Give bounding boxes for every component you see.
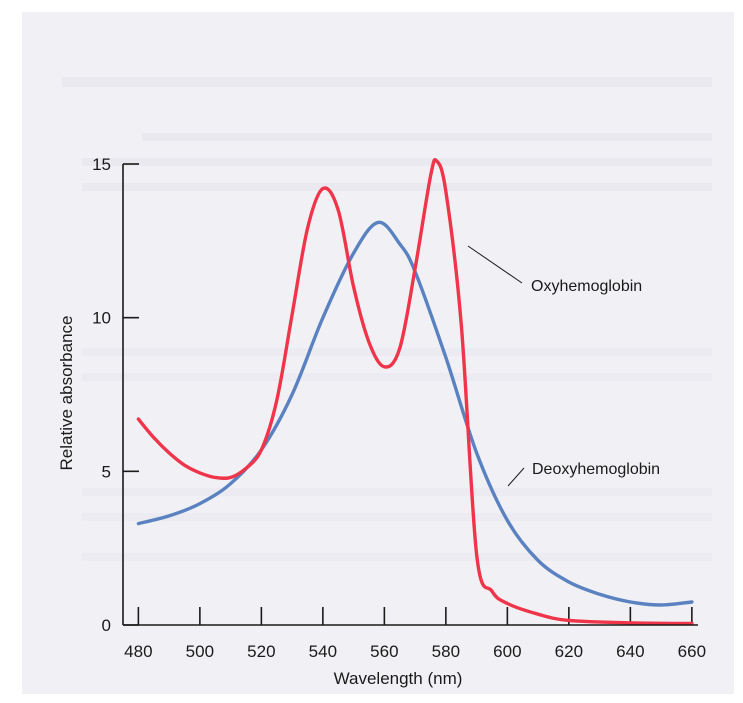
y-axis-title: Relative absorbance: [57, 316, 76, 471]
x-tick-label: 600: [493, 642, 521, 661]
oxyhemoglobin-label: Oxyhemoglobin: [531, 278, 642, 295]
x-tick-label: 640: [616, 642, 644, 661]
oxyhemoglobin-leader-line: [467, 245, 523, 284]
x-tick-label: 540: [309, 642, 337, 661]
x-tick-label: 480: [124, 642, 152, 661]
x-axis-title: Wavelength (nm): [334, 669, 463, 688]
deoxyhemoglobin-leader-line: [507, 467, 525, 487]
x-tick-label: 620: [555, 642, 583, 661]
paper-background: [22, 12, 734, 694]
x-tick-label: 560: [370, 642, 398, 661]
x-tick-label: 660: [678, 642, 706, 661]
x-tick-label: 500: [186, 642, 214, 661]
y-tick-label: 5: [102, 462, 111, 481]
x-tick-label: 580: [432, 642, 460, 661]
y-tick-label: 15: [92, 155, 111, 174]
y-tick-label: 0: [102, 616, 111, 635]
deoxyhemoglobin-series-line: [136, 220, 694, 607]
oxyhemoglobin-series-line: [136, 158, 694, 626]
deoxyhemoglobin-label: Deoxyhemoglobin: [532, 461, 660, 478]
y-tick-label: 10: [92, 309, 111, 328]
paper-texture: [62, 77, 712, 561]
x-tick-label: 520: [247, 642, 275, 661]
